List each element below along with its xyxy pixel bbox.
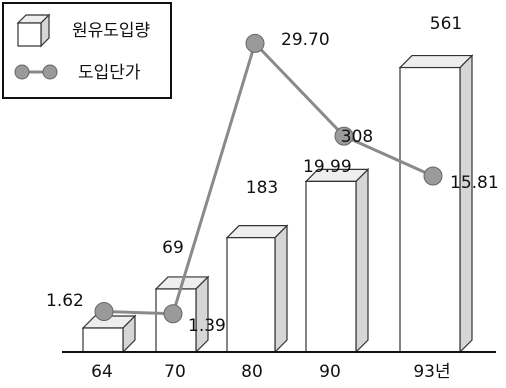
bar-value-label: 69 xyxy=(162,238,184,258)
line-value-label: 29.70 xyxy=(281,30,330,50)
line-marker xyxy=(163,304,183,324)
bar xyxy=(304,167,370,354)
line-marker xyxy=(334,126,354,146)
line-value-label: 1.39 xyxy=(188,316,226,336)
bar-front xyxy=(82,327,124,353)
line-value-label: 15.81 xyxy=(450,173,499,193)
labels-layer: 69 183 308 561 1.62 1.39 29.70 19.99 15.81 xyxy=(46,14,499,336)
legend-label-line: 도입단가 xyxy=(78,63,141,83)
line-marker xyxy=(94,302,114,322)
bar-side xyxy=(459,54,473,354)
bar-value-label: 561 xyxy=(430,14,462,34)
x-tick-label: 80 xyxy=(241,362,263,382)
x-tick-label: 64 xyxy=(91,362,113,382)
bar-value-label: 308 xyxy=(341,127,373,147)
legend-label-bar: 원유도입량 xyxy=(72,21,151,41)
legend-line-icon xyxy=(14,64,58,80)
x-tick-label: 70 xyxy=(164,362,186,382)
x-tick-label: 90 xyxy=(319,362,341,382)
bar-side xyxy=(195,275,209,354)
x-tick-label: 93년 xyxy=(413,362,450,382)
bar-front xyxy=(226,237,276,353)
legend-bar-icon xyxy=(16,13,51,48)
bars-layer xyxy=(81,54,474,354)
line-marker xyxy=(245,33,265,53)
line-marker xyxy=(423,166,443,186)
bar-value-label: 183 xyxy=(246,178,278,198)
bar xyxy=(81,314,137,354)
line-value-label: 1.62 xyxy=(46,291,84,311)
bar xyxy=(398,54,474,354)
bar xyxy=(225,224,289,354)
bar-front xyxy=(399,66,461,353)
bar-side xyxy=(355,167,369,354)
line-layer xyxy=(94,33,443,324)
bar-side xyxy=(274,224,288,354)
line-value-label: 19.99 xyxy=(303,157,352,177)
bar-front xyxy=(305,180,357,353)
legend: 원유도입량 도입단가 xyxy=(2,2,172,99)
ticks-layer: 64 70 80 90 93년 xyxy=(91,362,450,382)
